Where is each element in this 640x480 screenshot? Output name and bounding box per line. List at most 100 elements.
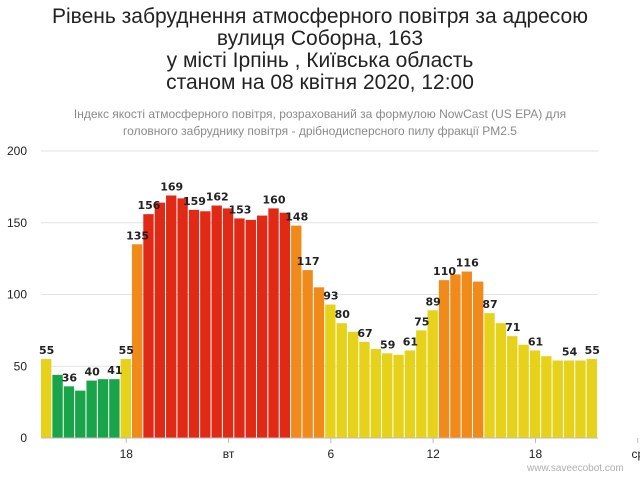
y-tick-label: 0 bbox=[20, 431, 27, 445]
data-label: 67 bbox=[357, 327, 372, 340]
y-tick-label: 150 bbox=[7, 216, 27, 230]
data-label: 117 bbox=[297, 255, 320, 268]
bar[interactable] bbox=[336, 323, 347, 438]
bar[interactable] bbox=[393, 354, 404, 438]
chart-title: Рівень забруднення атмосферного повітря … bbox=[0, 6, 640, 94]
y-tick-label: 50 bbox=[14, 359, 28, 373]
bar[interactable] bbox=[200, 211, 211, 438]
chart-title-line: станом на 08 квітня 2020, 12:00 bbox=[166, 71, 474, 94]
bar[interactable] bbox=[143, 214, 154, 438]
bar[interactable] bbox=[211, 205, 222, 438]
data-label: 87 bbox=[482, 298, 497, 311]
data-label: 40 bbox=[84, 366, 100, 379]
bar[interactable] bbox=[552, 360, 563, 438]
bar[interactable] bbox=[313, 287, 325, 438]
bar[interactable] bbox=[268, 208, 279, 438]
bar[interactable] bbox=[416, 330, 427, 438]
bar[interactable] bbox=[63, 386, 75, 438]
bars bbox=[41, 195, 597, 438]
bar[interactable] bbox=[177, 198, 188, 438]
bar[interactable] bbox=[52, 374, 63, 438]
bar[interactable] bbox=[279, 212, 291, 438]
x-tick-label: ср bbox=[631, 447, 640, 461]
x-tick-label: 18 bbox=[120, 447, 134, 461]
bar[interactable] bbox=[222, 208, 234, 438]
bar[interactable] bbox=[325, 304, 336, 438]
data-label: 59 bbox=[380, 338, 395, 351]
bar[interactable] bbox=[302, 270, 313, 438]
bar[interactable] bbox=[563, 360, 575, 438]
data-label: 135 bbox=[126, 229, 149, 242]
data-label: 61 bbox=[403, 335, 418, 348]
bar[interactable] bbox=[154, 202, 166, 438]
chart-title-line: у місті Ірпінь , Київська область bbox=[166, 49, 474, 72]
bar[interactable] bbox=[131, 244, 143, 438]
bar[interactable] bbox=[370, 349, 382, 438]
chart-subtitle-line: Індекс якості атмосферного повітря, розр… bbox=[73, 107, 567, 121]
bar[interactable] bbox=[245, 219, 256, 438]
bar[interactable] bbox=[256, 215, 268, 438]
bar[interactable] bbox=[166, 195, 177, 438]
bar[interactable] bbox=[359, 341, 370, 438]
data-label: 89 bbox=[426, 295, 441, 308]
bar[interactable] bbox=[586, 359, 597, 438]
data-label: 93 bbox=[323, 290, 338, 303]
data-label: 162 bbox=[206, 191, 229, 204]
bar[interactable] bbox=[347, 331, 359, 438]
data-label: 75 bbox=[414, 315, 429, 328]
bar[interactable] bbox=[484, 313, 495, 438]
bar[interactable] bbox=[438, 280, 450, 438]
bar[interactable] bbox=[86, 380, 97, 438]
bar[interactable] bbox=[188, 209, 200, 438]
data-label: 36 bbox=[62, 371, 78, 384]
data-label: 54 bbox=[562, 346, 578, 359]
data-label: 160 bbox=[263, 193, 286, 206]
data-label: 156 bbox=[138, 199, 161, 212]
source-credit[interactable]: www.saveecobot.com bbox=[527, 463, 624, 474]
bar[interactable] bbox=[109, 379, 120, 438]
bar[interactable] bbox=[404, 350, 416, 438]
chart-title-line: вулиця Соборна, 163 bbox=[216, 27, 424, 50]
bar[interactable] bbox=[382, 353, 393, 438]
bar[interactable] bbox=[291, 225, 302, 438]
bar[interactable] bbox=[75, 390, 86, 438]
chart-title-line: Рівень забруднення атмосферного повітря … bbox=[52, 5, 588, 28]
data-label: 148 bbox=[285, 211, 308, 224]
y-tick-label: 200 bbox=[7, 144, 27, 158]
data-label: 159 bbox=[183, 195, 206, 208]
bar[interactable] bbox=[529, 350, 541, 438]
x-tick-label: 18 bbox=[529, 447, 543, 461]
axes: 05010015020018вт61218ср612 bbox=[7, 144, 640, 461]
bar[interactable] bbox=[472, 281, 484, 438]
data-label: 61 bbox=[528, 335, 543, 348]
bar[interactable] bbox=[518, 344, 529, 438]
x-tick-label: 12 bbox=[426, 447, 440, 461]
x-tick-label: вт bbox=[223, 447, 235, 461]
y-tick-label: 100 bbox=[7, 288, 27, 302]
bar[interactable] bbox=[450, 274, 461, 438]
chart-subtitle-line: головного забруднику повітря - дрібнодис… bbox=[123, 124, 517, 138]
x-tick-label: 6 bbox=[328, 447, 335, 461]
bar[interactable] bbox=[575, 360, 586, 438]
bar[interactable] bbox=[461, 271, 472, 438]
bar[interactable] bbox=[97, 379, 109, 438]
data-label: 41 bbox=[107, 364, 122, 377]
bar[interactable] bbox=[234, 218, 245, 438]
bar[interactable] bbox=[427, 310, 438, 438]
chart-subtitle: Індекс якості атмосферного повітря, розр… bbox=[0, 106, 640, 140]
bar[interactable] bbox=[495, 323, 507, 438]
data-label: 55 bbox=[119, 344, 134, 357]
data-label: 71 bbox=[505, 321, 520, 334]
data-label: 153 bbox=[228, 203, 251, 216]
data-label: 110 bbox=[433, 265, 456, 278]
data-label: 116 bbox=[456, 257, 479, 270]
bar[interactable] bbox=[541, 356, 552, 438]
data-label: 80 bbox=[335, 308, 351, 321]
bar[interactable] bbox=[120, 359, 131, 438]
data-label: 55 bbox=[585, 344, 600, 357]
data-label: 55 bbox=[39, 344, 54, 357]
bar[interactable] bbox=[41, 359, 52, 438]
bar[interactable] bbox=[507, 336, 518, 438]
